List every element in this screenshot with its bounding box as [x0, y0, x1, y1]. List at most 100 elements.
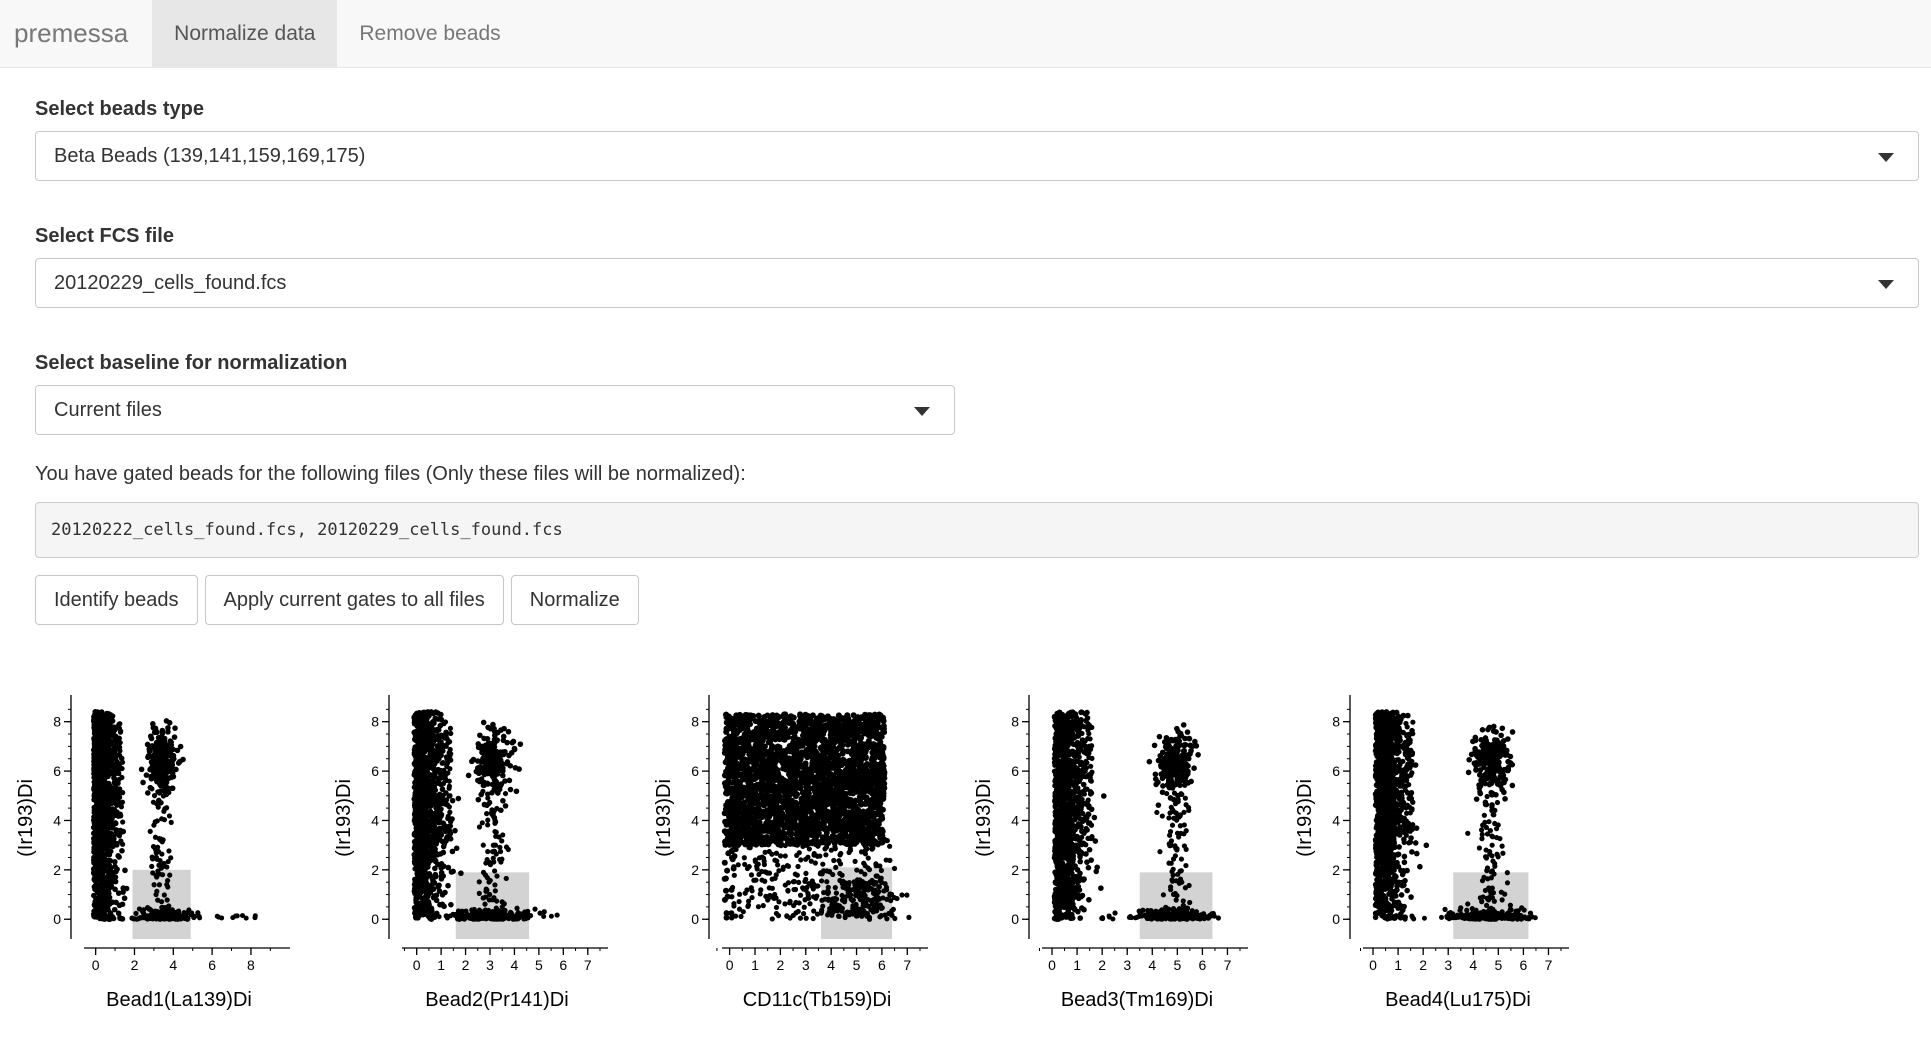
y-tick-label: 2 — [371, 862, 379, 878]
beads-type-value: Beta Beads (139,141,159,169,175) — [54, 144, 366, 167]
x-tick-label: 5 — [535, 957, 543, 973]
point-cloud — [90, 709, 258, 923]
baseline-select[interactable]: Current files — [35, 385, 955, 435]
y-tick-label: 4 — [691, 812, 699, 828]
gate-rect — [1453, 872, 1529, 939]
gate-rect — [132, 869, 191, 939]
gated-files-output: 20120222_cells_found.fcs, 20120229_cells… — [35, 502, 1919, 558]
beads-type-select[interactable]: Beta Beads (139,141,159,169,175) — [35, 131, 1919, 181]
x-tick-label: 3 — [802, 957, 810, 973]
x-axis-title: Bead3(Tm169)Di — [1061, 989, 1213, 1011]
x-tick-label: 7 — [1545, 957, 1553, 973]
x-axis-title: Bead4(Lu175)Di — [1385, 989, 1531, 1011]
x-tick-label: 3 — [1444, 957, 1452, 973]
y-tick-label: 4 — [1011, 812, 1019, 828]
y-tick-label: 0 — [53, 911, 61, 927]
x-tick-label: 5 — [1494, 957, 1502, 973]
x-tick-label: 1 — [751, 957, 759, 973]
fcs-file-select[interactable]: 20120229_cells_found.fcs — [35, 258, 1919, 308]
y-tick-label: 2 — [1332, 862, 1340, 878]
x-tick-label: 4 — [169, 957, 177, 973]
x-tick-label: 1 — [1394, 957, 1402, 973]
beads-type-label: Select beads type — [35, 98, 204, 120]
y-tick-label: 2 — [53, 862, 61, 878]
y-axis-title: (Ir193)Di — [973, 779, 995, 857]
x-axis-title: CD11c(Tb159)Di — [743, 989, 892, 1011]
x-tick-label: 2 — [1419, 957, 1427, 973]
gate-rect — [821, 867, 893, 939]
x-tick-label: 1 — [1073, 957, 1081, 973]
action-buttons: Identify beads Apply current gates to al… — [35, 575, 1917, 625]
x-tick-label: 4 — [1148, 957, 1156, 973]
y-tick-label: 6 — [691, 763, 699, 779]
y-tick-label: 8 — [1011, 714, 1019, 730]
tab-remove-beads[interactable]: Remove beads — [359, 21, 501, 45]
y-tick-label: 8 — [371, 714, 379, 730]
x-tick-label: 6 — [1520, 957, 1528, 973]
y-axis-title: (Ir193)Di — [333, 779, 355, 857]
gate-rect — [1139, 872, 1213, 939]
y-tick-label: 8 — [691, 714, 699, 730]
y-tick-label: 6 — [371, 763, 379, 779]
y-axis-title: (Ir193)Di — [653, 779, 675, 857]
x-tick-label: 0 — [1369, 957, 1377, 973]
y-tick-label: 4 — [53, 812, 61, 828]
chevron-down-icon — [1878, 280, 1894, 289]
app-brand[interactable]: premessa — [14, 18, 129, 48]
y-tick-label: 6 — [1011, 763, 1019, 779]
x-tick-label: 4 — [1469, 957, 1477, 973]
x-axis-title: Bead1(La139)Di — [106, 989, 252, 1011]
x-tick-label: 6 — [559, 957, 567, 973]
navbar: premessa Normalize data Remove beads — [0, 0, 1931, 68]
x-tick-label: 8 — [247, 957, 255, 973]
y-tick-label: 0 — [371, 911, 379, 927]
x-tick-label: 0 — [413, 957, 421, 973]
y-axis-title: (Ir193)Di — [1294, 779, 1316, 857]
x-tick-label: 4 — [827, 957, 835, 973]
x-tick-label: 4 — [511, 957, 519, 973]
x-tick-label: 1 — [437, 957, 445, 973]
identify-beads-button[interactable]: Identify beads — [35, 575, 198, 625]
y-tick-label: 2 — [1011, 862, 1019, 878]
y-tick-label: 6 — [1332, 763, 1340, 779]
y-axis-title: (Ir193)Di — [15, 779, 37, 857]
x-tick-label: 0 — [92, 957, 100, 973]
y-tick-label: 4 — [371, 812, 379, 828]
chevron-down-icon — [1878, 153, 1894, 162]
x-tick-label: 6 — [878, 957, 886, 973]
y-tick-label: 8 — [1332, 714, 1340, 730]
point-cloud — [721, 711, 912, 922]
x-tick-label: 0 — [1048, 957, 1056, 973]
apply-gates-button[interactable]: Apply current gates to all files — [204, 575, 504, 625]
x-tick-label: 2 — [776, 957, 784, 973]
x-tick-label: 5 — [853, 957, 861, 973]
main-content: Select beads type Beta Beads (139,141,15… — [0, 68, 1931, 625]
y-tick-label: 8 — [53, 714, 61, 730]
chevron-down-icon — [914, 407, 930, 416]
x-tick-label: 2 — [131, 957, 139, 973]
tab-normalize-data[interactable]: Normalize data — [152, 0, 338, 67]
baseline-value: Current files — [54, 398, 162, 421]
y-tick-label: 2 — [691, 862, 699, 878]
gated-files-info: You have gated beads for the following f… — [35, 463, 746, 485]
point-cloud — [1372, 709, 1538, 922]
y-tick-label: 0 — [1011, 911, 1019, 927]
x-tick-label: 5 — [1173, 957, 1181, 973]
y-tick-label: 0 — [691, 911, 699, 927]
x-tick-label: 2 — [462, 957, 470, 973]
y-tick-label: 0 — [1332, 911, 1340, 927]
x-tick-label: 6 — [208, 957, 216, 973]
x-tick-label: 3 — [1123, 957, 1131, 973]
x-axis-title: Bead2(Pr141)Di — [425, 989, 568, 1011]
x-tick-label: 2 — [1098, 957, 1106, 973]
x-tick-label: 6 — [1199, 957, 1207, 973]
point-cloud — [411, 709, 560, 922]
y-tick-label: 6 — [53, 763, 61, 779]
normalize-button[interactable]: Normalize — [510, 575, 639, 625]
gate-rect — [455, 872, 530, 939]
fcs-file-label: Select FCS file — [35, 225, 174, 247]
y-tick-label: 4 — [1332, 812, 1340, 828]
x-tick-label: 3 — [486, 957, 494, 973]
x-tick-label: 7 — [1224, 957, 1232, 973]
x-tick-label: 7 — [584, 957, 592, 973]
